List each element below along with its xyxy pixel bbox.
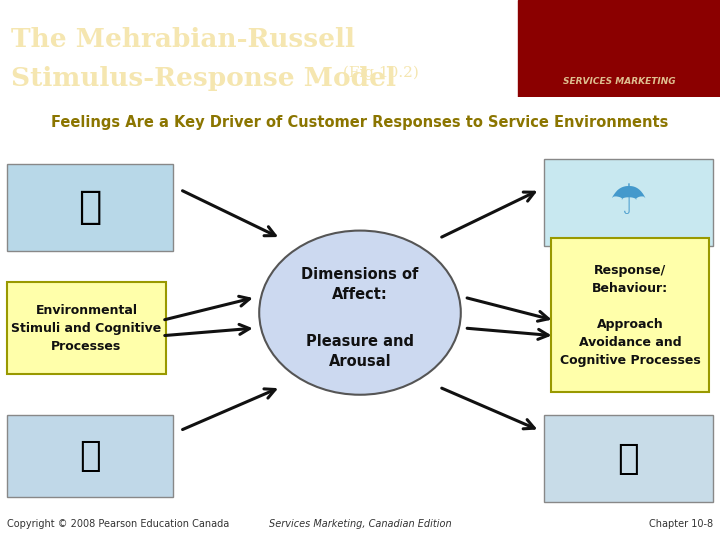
Bar (518, 0, 720, 97)
Text: 🍽: 🍽 (617, 442, 639, 476)
FancyBboxPatch shape (7, 415, 173, 497)
Text: Dimensions of
Affect:: Dimensions of Affect: (301, 267, 419, 302)
Text: Response/
Behaviour:

Approach
Avoidance and
Cognitive Processes: Response/ Behaviour: Approach Avoidance … (559, 264, 701, 367)
Text: Chapter 10-8: Chapter 10-8 (649, 519, 713, 529)
Text: Environmental
Stimuli and Cognitive
Processes: Environmental Stimuli and Cognitive Proc… (12, 303, 161, 353)
FancyBboxPatch shape (551, 238, 709, 392)
Text: Services Marketing, Canadian Edition: Services Marketing, Canadian Edition (269, 519, 451, 529)
FancyBboxPatch shape (7, 164, 173, 251)
FancyBboxPatch shape (544, 159, 713, 246)
Text: The Mehrabian-Russell: The Mehrabian-Russell (11, 27, 355, 52)
Text: Feelings Are a Key Driver of Customer Responses to Service Environments: Feelings Are a Key Driver of Customer Re… (51, 115, 669, 130)
Text: SERVICES MARKETING: SERVICES MARKETING (563, 77, 675, 85)
FancyBboxPatch shape (544, 415, 713, 502)
Text: Copyright © 2008 Pearson Education Canada: Copyright © 2008 Pearson Education Canad… (7, 519, 230, 529)
Ellipse shape (259, 231, 461, 395)
Text: Stimulus-Response Model: Stimulus-Response Model (11, 66, 396, 91)
Text: (Fig 10.2): (Fig 10.2) (338, 66, 419, 80)
Text: ☂: ☂ (609, 181, 647, 224)
Text: 🏪: 🏪 (78, 188, 102, 226)
Text: 🏬: 🏬 (79, 440, 101, 473)
Text: Pleasure and
Arousal: Pleasure and Arousal (306, 334, 414, 368)
FancyBboxPatch shape (7, 282, 166, 374)
